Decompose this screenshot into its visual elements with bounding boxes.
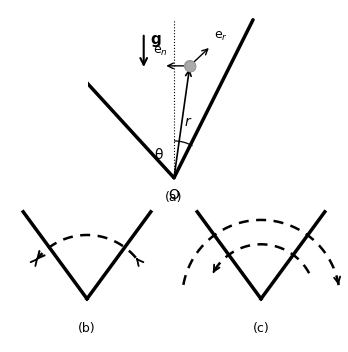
Text: e$_n$: e$_n$: [153, 45, 168, 58]
Text: r: r: [184, 115, 190, 130]
Circle shape: [184, 61, 195, 71]
Text: (c): (c): [253, 322, 269, 335]
Text: g: g: [150, 32, 161, 46]
Text: (b): (b): [78, 322, 96, 335]
Text: e$_r$: e$_r$: [214, 30, 227, 43]
Text: O: O: [168, 188, 180, 202]
Text: (a): (a): [165, 191, 183, 204]
Text: θ: θ: [154, 149, 163, 162]
